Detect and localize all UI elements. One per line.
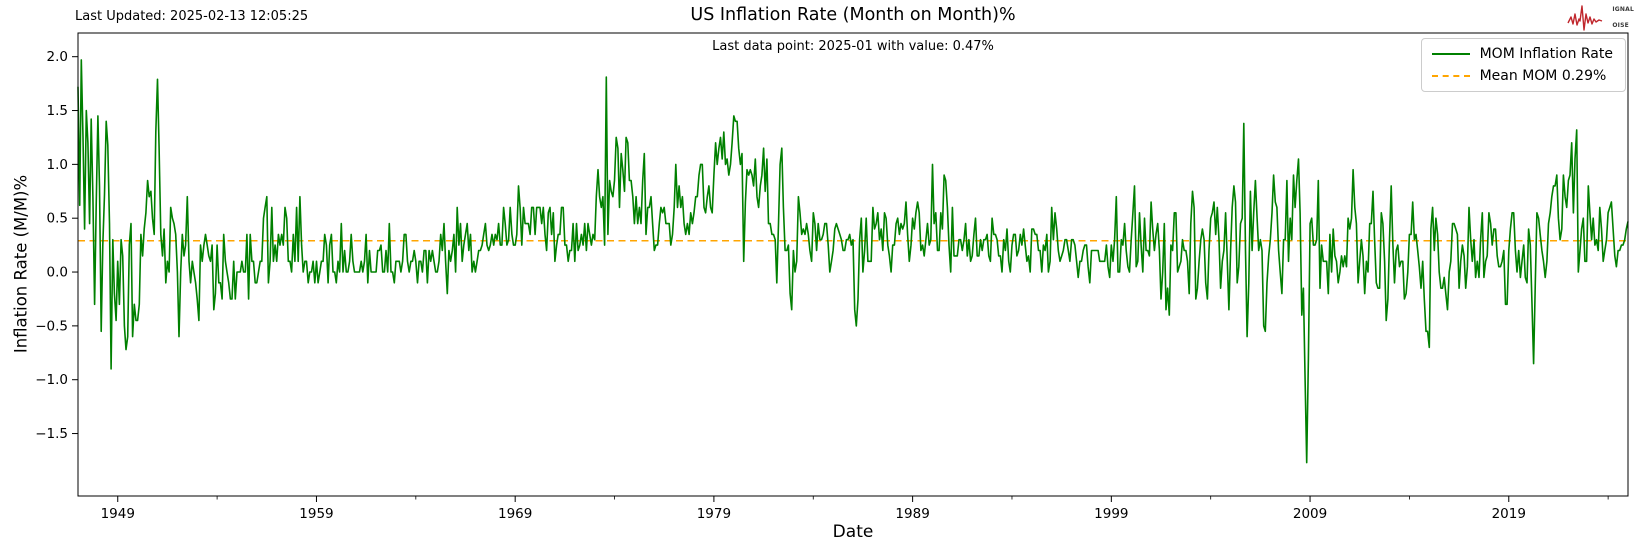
y-tick-label: 1.0	[47, 157, 68, 173]
y-tick-label: 1.5	[47, 103, 68, 119]
logo-letter-2: 2	[1606, 13, 1610, 20]
x-tick-label: 1989	[895, 506, 929, 522]
legend-line-sample-solid	[1431, 53, 1470, 55]
y-axis-label: Inflation Rate (M/M)%	[11, 174, 31, 354]
logo-waveform-icon	[1567, 5, 1603, 31]
last-updated-text: Last Updated: 2025-02-13 12:05:25	[75, 9, 309, 24]
legend-line-sample-dashed	[1431, 75, 1470, 77]
x-tick-label: 1969	[498, 506, 532, 522]
legend-entry-mom: MOM Inflation Rate	[1431, 46, 1613, 62]
y-tick-label: −0.5	[35, 318, 68, 334]
x-tick-label: 1979	[697, 506, 731, 522]
inflation-line	[77, 59, 1629, 464]
x-tick-label: 1999	[1094, 506, 1128, 522]
y-tick-label: −1.0	[35, 372, 68, 388]
logo-letter-s: S	[1605, 5, 1610, 12]
logo-text: S IGNAL 2 N OISE	[1604, 6, 1634, 29]
y-tick-label: 2.0	[47, 49, 68, 65]
x-tick-label: 2019	[1492, 506, 1526, 522]
logo-word-ignal: IGNAL	[1612, 5, 1634, 13]
legend-label-mean: Mean MOM 0.29%	[1479, 68, 1607, 84]
x-tick-label: 1959	[299, 506, 333, 522]
signal2noise-logo: S IGNAL 2 N OISE	[1567, 2, 1634, 32]
x-axis-label: Date	[832, 522, 874, 542]
logo-word-oise: OISE	[1612, 21, 1629, 29]
logo-letter-n: N	[1605, 21, 1611, 28]
y-tick-label: 0.0	[47, 265, 68, 281]
x-tick-label: 1949	[101, 506, 135, 522]
last-datapoint-annotation: Last data point: 2025-01 with value: 0.4…	[712, 39, 994, 54]
legend-entry-mean: Mean MOM 0.29%	[1431, 68, 1613, 84]
legend: MOM Inflation Rate Mean MOM 0.29%	[1420, 38, 1626, 92]
plot-border	[77, 32, 1629, 497]
x-tick-label: 2009	[1293, 506, 1327, 522]
legend-label-mom: MOM Inflation Rate	[1479, 46, 1613, 62]
y-tick-label: 0.5	[47, 211, 68, 227]
y-tick-label: −1.5	[35, 426, 68, 442]
chart-title: US Inflation Rate (Month on Month)%	[690, 5, 1016, 25]
